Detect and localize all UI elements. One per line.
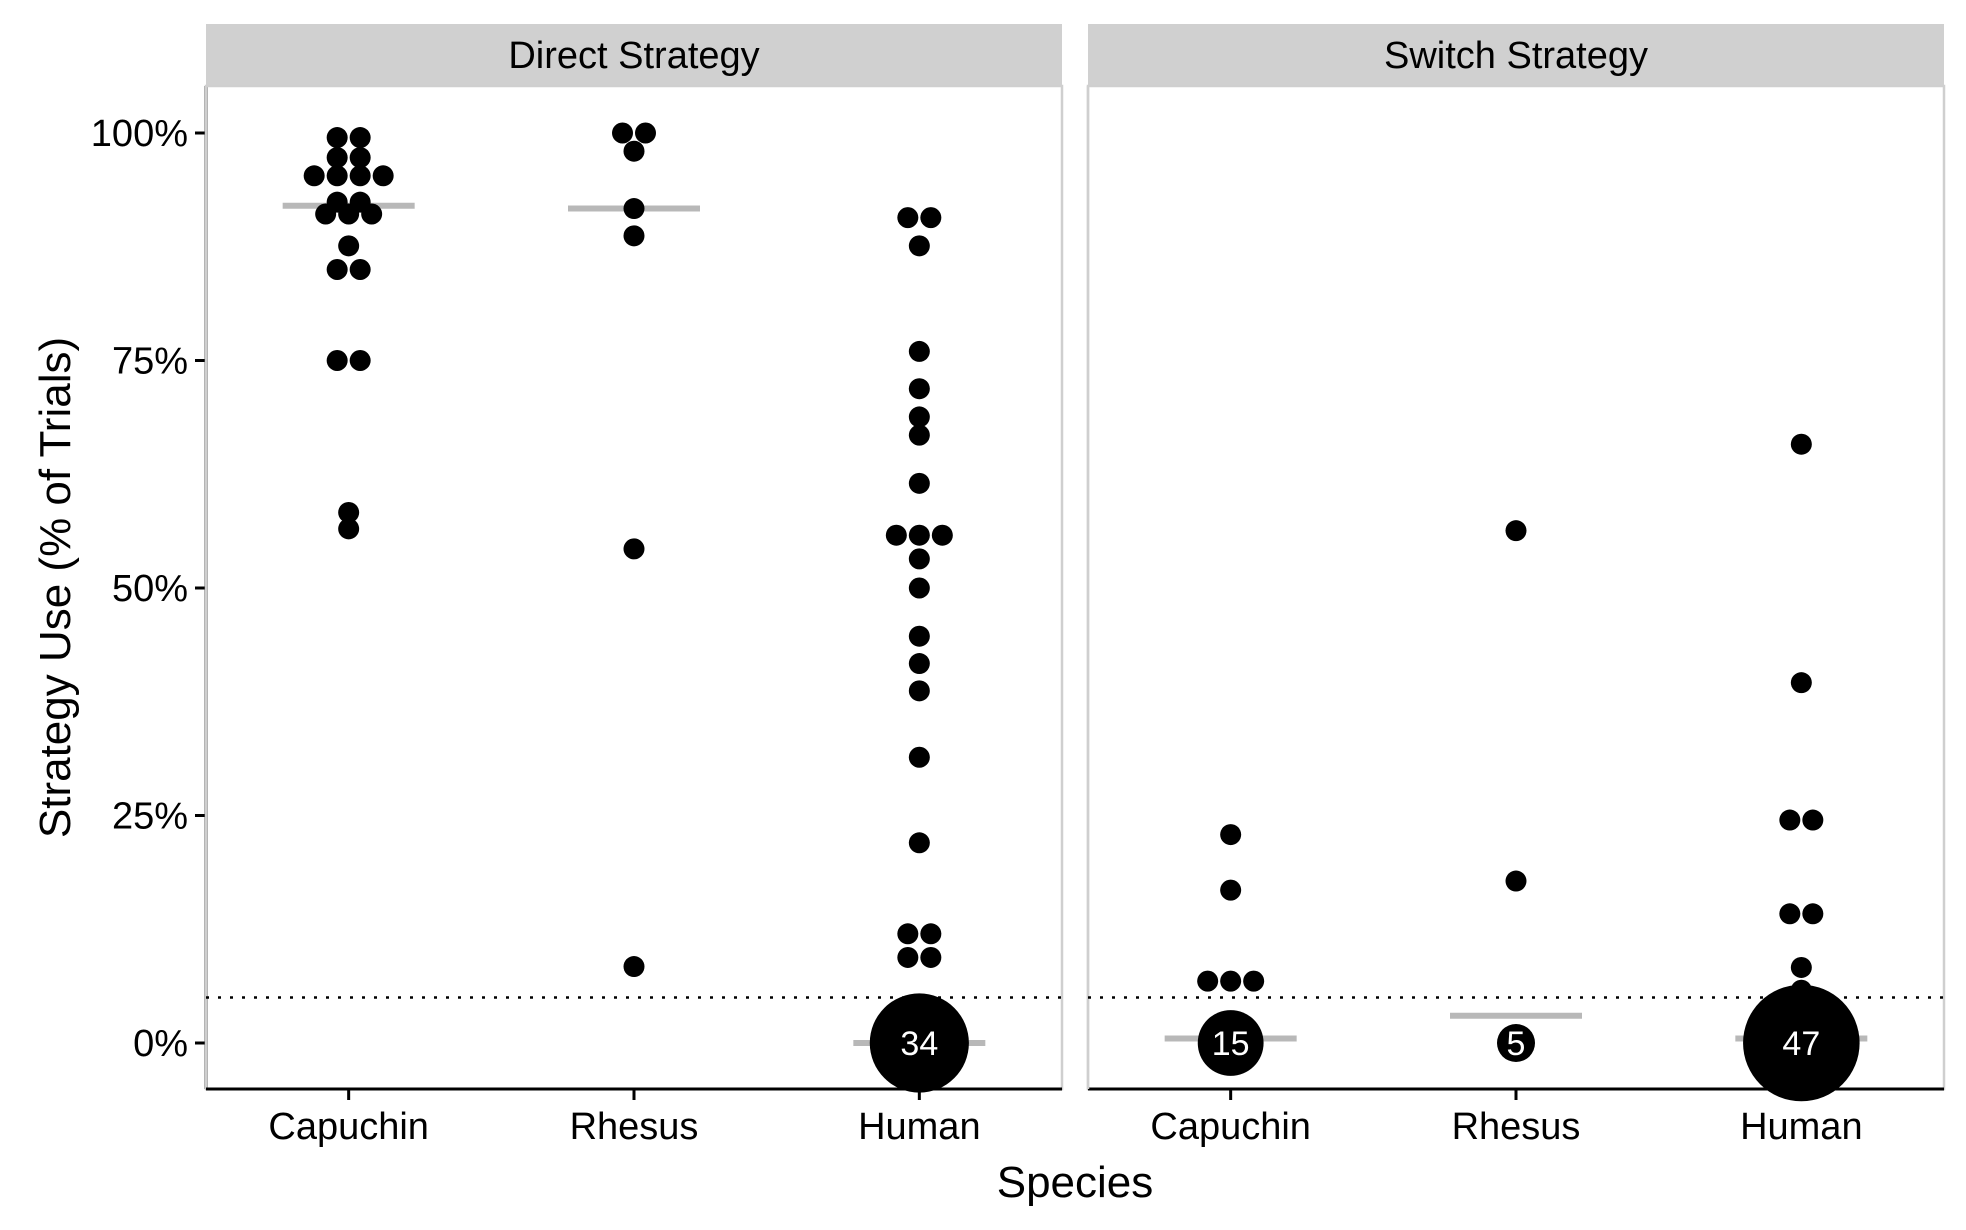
data-point xyxy=(1790,672,1812,694)
y-tick-label: 25% xyxy=(112,796,188,838)
y-tick-label: 75% xyxy=(112,341,188,383)
data-point xyxy=(1802,809,1824,831)
data-point xyxy=(908,577,930,599)
data-point xyxy=(338,203,360,225)
data-point xyxy=(908,340,930,362)
data-point xyxy=(897,946,919,968)
x-tick-label: Rhesus xyxy=(570,1106,699,1148)
zero-count-bubble xyxy=(1197,1010,1264,1076)
data-point xyxy=(303,165,325,187)
x-tick-label: Human xyxy=(1740,1106,1863,1148)
data-point xyxy=(326,259,348,280)
panel-border xyxy=(1086,84,1946,1091)
data-point xyxy=(1779,903,1801,925)
data-point xyxy=(326,127,348,149)
data-point xyxy=(908,653,930,675)
data-point xyxy=(908,424,930,446)
data-point xyxy=(920,207,942,229)
data-point xyxy=(908,235,930,257)
data-point xyxy=(1802,903,1824,925)
data-point xyxy=(1505,520,1527,542)
data-point xyxy=(908,406,930,428)
data-point xyxy=(1220,970,1242,992)
zero-count-bubble xyxy=(1743,984,1860,1102)
plot-root: 0% 25% 50% 75% 100% Direct Strategy Capuchin Rh… xyxy=(91,24,1946,1148)
y-tick-label: 50% xyxy=(112,568,188,610)
data-point xyxy=(623,198,645,220)
x-axis-title: Species xyxy=(997,1158,1154,1207)
y-tick-label: 0% xyxy=(133,1023,188,1065)
data-point xyxy=(1243,970,1265,992)
panel-strip-label: Direct Strategy xyxy=(508,35,759,77)
data-point xyxy=(908,524,930,546)
data-point xyxy=(1790,956,1812,978)
zero-count-bubble xyxy=(869,993,969,1093)
panel-strip-label: Switch Strategy xyxy=(1384,35,1648,77)
x-tick-label: Capuchin xyxy=(268,1106,429,1148)
zero-count-label: 5 xyxy=(1507,1025,1526,1063)
data-point xyxy=(338,235,360,257)
data-point xyxy=(908,832,930,854)
data-point xyxy=(1779,809,1801,831)
panel-switch-strategy: Switch Strategy Capuchin 15 Rhesus 5 Human 47 xyxy=(1086,24,1946,1148)
data-point xyxy=(349,147,371,169)
data-point xyxy=(623,538,645,560)
data-point xyxy=(920,923,942,945)
data-point xyxy=(326,147,348,169)
data-point xyxy=(338,501,360,523)
data-point xyxy=(623,956,645,978)
data-point xyxy=(326,350,348,371)
data-point xyxy=(326,165,348,187)
data-point xyxy=(885,524,907,546)
x-tick-label: Capuchin xyxy=(1150,1106,1311,1148)
data-point xyxy=(315,203,337,225)
data-point xyxy=(623,225,645,247)
data-point xyxy=(920,946,942,968)
x-tick-label: Rhesus xyxy=(1452,1106,1581,1148)
panel-direct-strategy: Direct Strategy Capuchin Rhesus Human 34 xyxy=(204,24,1064,1148)
data-point xyxy=(349,165,371,187)
data-point xyxy=(372,165,394,187)
data-point xyxy=(908,472,930,494)
data-point xyxy=(635,122,656,144)
data-point xyxy=(897,923,919,945)
data-point xyxy=(908,680,930,702)
y-tick-label: 100% xyxy=(91,113,188,155)
data-point xyxy=(1197,970,1219,992)
data-point xyxy=(361,203,383,225)
data-point xyxy=(338,518,360,540)
data-point xyxy=(908,548,930,570)
data-point xyxy=(1220,824,1242,846)
data-point xyxy=(612,122,633,144)
data-point xyxy=(1790,433,1812,455)
data-point xyxy=(1505,870,1527,892)
zero-count-label: 34 xyxy=(900,1025,938,1063)
y-axis-title: Strategy Use (% of Trials) xyxy=(31,337,80,838)
data-point xyxy=(623,140,645,162)
zero-count-bubble xyxy=(1496,1023,1536,1063)
data-point xyxy=(349,127,371,149)
data-point xyxy=(349,259,371,280)
x-tick-label: Human xyxy=(858,1106,981,1148)
data-point xyxy=(908,746,930,768)
panel-strip xyxy=(206,24,1062,86)
data-point xyxy=(908,625,930,647)
panel-strip xyxy=(1088,24,1944,86)
data-point xyxy=(897,207,919,229)
data-point xyxy=(1220,879,1242,901)
data-point xyxy=(931,524,953,546)
zero-count-label: 15 xyxy=(1212,1025,1250,1063)
data-point xyxy=(908,378,930,400)
zero-count-label: 47 xyxy=(1782,1025,1820,1063)
data-point xyxy=(349,350,371,371)
